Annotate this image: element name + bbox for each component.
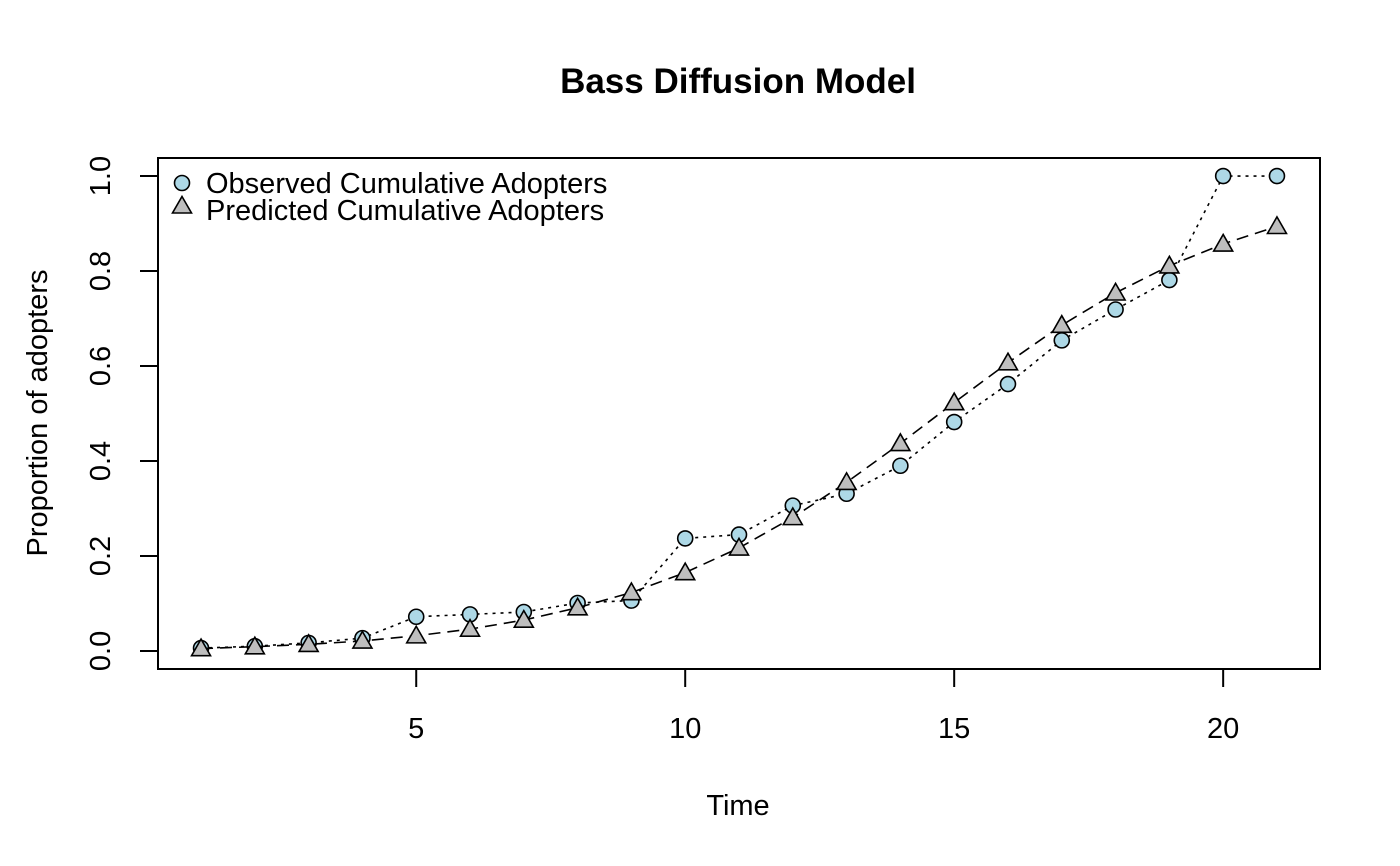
data-point-predicted (566, 596, 589, 616)
series-line-observed (201, 175, 1277, 649)
y-axis-label: Proportion of adopters (22, 270, 54, 557)
y-tick-label: 0.0 (85, 631, 117, 671)
series-observed (192, 167, 1286, 657)
y-axis: 0.0 0.2 0.4 0.6 0.8 1.0 (85, 156, 159, 671)
data-point-observed (1107, 301, 1124, 318)
y-tick-label: 0.8 (85, 251, 117, 291)
data-point-observed (1053, 332, 1071, 349)
data-point-predicted (1266, 215, 1288, 235)
data-point-predicted (351, 629, 374, 649)
data-point-predicted (620, 581, 643, 601)
data-point-predicted (728, 536, 750, 556)
series-predicted (190, 215, 1288, 657)
data-point-observed (407, 608, 425, 626)
data-point-predicted (835, 471, 858, 491)
data-point-predicted (997, 351, 1019, 371)
x-axis: 5 10 15 20 (408, 668, 1239, 745)
y-tick-label: 1.0 (85, 156, 117, 196)
y-tick-label: 0.4 (85, 441, 117, 481)
data-point-observed (892, 457, 909, 475)
x-axis-label: Time (706, 790, 769, 822)
data-point-predicted (943, 391, 966, 411)
y-tick-label: 0.6 (85, 346, 117, 386)
x-tick-label: 10 (669, 713, 701, 745)
data-point-observed (676, 530, 694, 547)
data-point-predicted (889, 432, 912, 452)
data-point-predicted (297, 633, 320, 653)
legend-label-observed: Observed Cumulative Adopters (206, 168, 607, 200)
data-point-observed (1214, 167, 1232, 185)
chart-title: Bass Diffusion Model (560, 62, 916, 101)
data-point-predicted (190, 637, 212, 657)
data-point-predicted (1158, 254, 1181, 274)
data-point-predicted (1050, 314, 1073, 334)
data-point-observed (1161, 271, 1178, 289)
data-point-predicted (459, 617, 481, 638)
data-point-predicted (405, 624, 428, 644)
data-point-predicted (512, 608, 535, 629)
data-point-predicted (1212, 232, 1235, 252)
data-point-observed (945, 413, 963, 431)
data-point-observed (999, 375, 1017, 393)
legend-marker-predicted (171, 194, 193, 214)
data-point-predicted (781, 506, 804, 526)
data-point-predicted (243, 635, 266, 655)
legend-label-predicted: Predicted Cumulative Adopters (206, 195, 604, 227)
series-layer (190, 167, 1288, 657)
data-point-observed (1268, 167, 1286, 185)
x-tick-label: 15 (938, 713, 970, 745)
data-point-predicted (1104, 281, 1127, 301)
legend-marker-observed (173, 174, 191, 192)
plot-frame (157, 157, 1321, 670)
data-point-predicted (674, 561, 697, 581)
x-tick-label: 20 (1207, 713, 1239, 745)
y-tick-label: 0.2 (85, 536, 117, 576)
x-tick-label: 5 (408, 713, 424, 745)
legend: Observed Cumulative Adopters Predicted C… (171, 168, 607, 227)
